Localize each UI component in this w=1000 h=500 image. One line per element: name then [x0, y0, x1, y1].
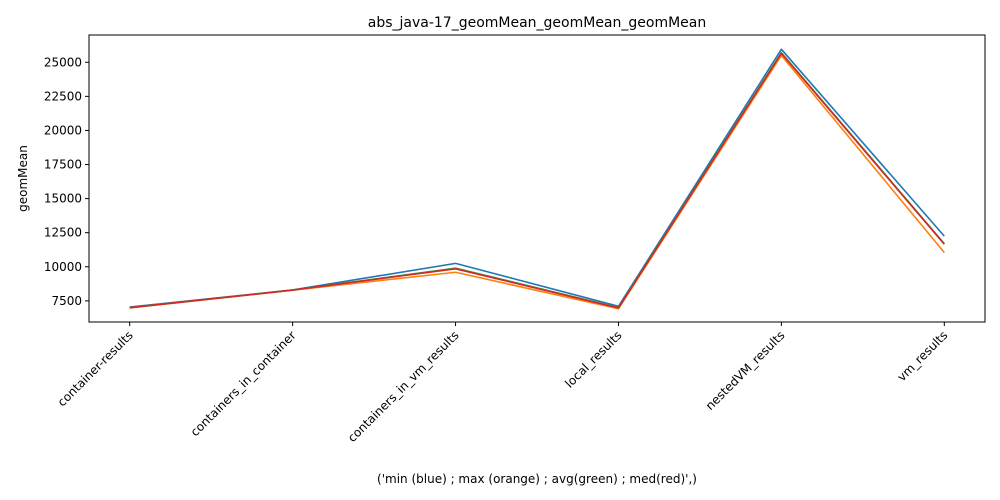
y-tick-label: 15000: [44, 192, 82, 206]
y-tick-label: 22500: [44, 89, 82, 103]
y-axis: 7500 10000 12500 15000 17500 20000 22500 25000: [44, 55, 89, 308]
x-tick-label: local_results: [562, 328, 624, 390]
x-tick-label: containers_in_container: [188, 328, 299, 439]
y-tick-label: 12500: [44, 226, 82, 240]
plot-area: [89, 35, 985, 322]
plot-frame: [88, 34, 986, 323]
y-axis-title: geomMean: [16, 145, 30, 212]
y-tick-label: 7500: [51, 294, 82, 308]
chart-title: abs_java-17_geomMean_geomMean_geomMean: [368, 15, 707, 31]
y-tick-label: 17500: [44, 158, 82, 172]
x-tick-label: nestedVM_results: [703, 328, 788, 413]
x-tick-label: container-results: [55, 328, 136, 409]
x-tick-label: vm_results: [895, 328, 951, 384]
series-layer: [129, 48, 945, 310]
series-line: [129, 52, 945, 309]
x-tick-label: containers_in_vm_results: [345, 328, 462, 445]
y-tick-label: 10000: [44, 260, 82, 274]
x-axis-title: ('min (blue) ; max (orange) ; avg(green)…: [377, 472, 697, 486]
y-tick-label: 20000: [44, 123, 82, 137]
y-tick-label: 25000: [44, 55, 82, 69]
x-axis: container-results containers_in_container…: [55, 322, 951, 445]
